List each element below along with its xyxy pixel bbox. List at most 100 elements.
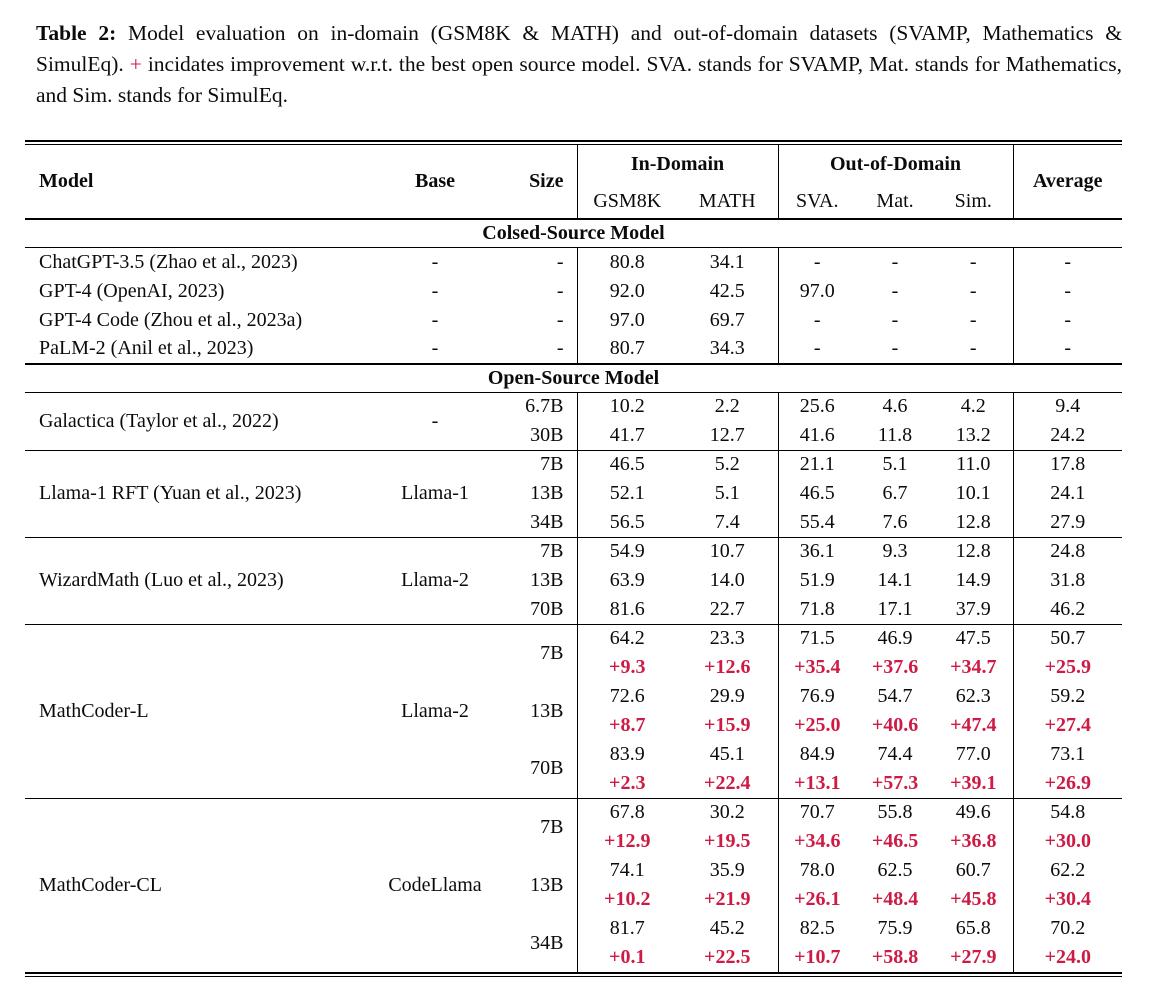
cell-math: 23.3 [677, 623, 779, 653]
column-header-sim: Sim. [954, 189, 992, 212]
delta-average: +25.9 [1012, 653, 1123, 682]
delta-math: +19.5 [704, 830, 751, 852]
cell-average: - [1012, 334, 1123, 364]
cell-sim: - [969, 250, 977, 273]
cell-sim: - [969, 337, 977, 359]
data-row-chatgpt: ChatGPT-3.5 (Zhao et al., 2023) - - 80.8… [25, 247, 1123, 277]
cell-average: 24.8 [1012, 536, 1123, 566]
cell-base: - [431, 409, 439, 432]
cell-size: 6.7B [525, 395, 564, 418]
cell-size: 34B [530, 510, 564, 533]
cell-size: - [556, 279, 564, 302]
cell-mat: - [891, 279, 899, 302]
delta-sva: +25.0 [777, 711, 857, 740]
data-row: 13B 72.6 29.9 76.9 54.7 62.3 59.2 [25, 682, 1123, 722]
cell-sim: 49.6 [934, 797, 1014, 827]
cell-model: Llama-1 RFT (Yuan et al., 2023) [25, 449, 370, 537]
cell-gsm8k: 41.7 [576, 421, 677, 450]
data-row: 34B 81.7 45.2 82.5 75.9 65.8 70.2 [25, 914, 1123, 954]
cell-sva: 51.9 [777, 566, 857, 595]
delta-gsm8k: +8.7 [576, 711, 677, 740]
cell-math: 45.1 [709, 743, 745, 765]
cell-sva: - [777, 247, 857, 277]
delta-average: +26.9 [1012, 769, 1123, 798]
delta-row: +9.3 +12.6 +35.4 +37.6 +34.7 +25.9 [25, 653, 1123, 682]
cell-gsm8k: 80.7 [576, 334, 677, 364]
cell-sim: 4.2 [960, 395, 986, 418]
cell-size: 70B [530, 597, 564, 620]
cell-sva: 97.0 [777, 276, 857, 306]
cell-model: MathCoder-CL [25, 797, 370, 972]
bottom-double-rule [25, 972, 1122, 977]
cell-average: 62.2 [1012, 856, 1123, 885]
cell-math: 34.3 [709, 337, 745, 359]
column-header-average: Average [1012, 145, 1123, 219]
header-row-1: Model Base Size In-Domain Out-of-Domain … [25, 145, 1123, 219]
group-llama1-rft: Llama-1 RFT (Yuan et al., 2023) Llama-1 … [25, 449, 1123, 537]
column-header-mat: Mat. [876, 189, 914, 212]
cell-sva: 82.5 [777, 914, 857, 943]
cell-gsm8k: 92.0 [576, 276, 677, 306]
cell-average: 46.2 [1012, 595, 1123, 624]
cell-sva: - [777, 305, 857, 335]
column-group-out-of-domain: Out-of-Domain [777, 145, 1014, 184]
cell-math: 35.9 [709, 859, 745, 881]
group-mathcoder-l: MathCoder-L Llama-2 7B 64.2 23.3 71.5 46… [25, 623, 1123, 798]
delta-sim: +45.8 [950, 888, 997, 910]
cell-sim: 47.5 [934, 623, 1014, 653]
delta-sva: +34.6 [777, 827, 857, 856]
cell-mat: 46.9 [856, 623, 935, 653]
cell-sva: 71.8 [777, 595, 857, 624]
cell-sim: 10.1 [955, 482, 991, 504]
cell-model: WizardMath (Luo et al., 2023) [25, 536, 370, 624]
cell-math: 34.1 [709, 250, 745, 273]
cell-gsm8k: 81.7 [576, 914, 677, 943]
cell-mat: 62.5 [877, 859, 913, 881]
cell-mat: 9.3 [856, 536, 935, 566]
cell-math: 42.5 [709, 279, 745, 302]
column-group-in-domain: In-Domain [576, 145, 779, 184]
caption-label: Table 2: [36, 21, 117, 45]
cell-gsm8k: 81.6 [576, 595, 677, 624]
cell-size: 30B [530, 423, 564, 446]
cell-average: 9.4 [1012, 392, 1123, 421]
section-title: Open-Source Model [25, 362, 1123, 393]
cell-base: - [431, 279, 439, 302]
cell-gsm8k: 80.8 [576, 247, 677, 277]
cell-sim: 11.0 [934, 449, 1014, 479]
cell-gsm8k: 97.0 [576, 305, 677, 335]
cell-average: 24.2 [1012, 421, 1123, 450]
column-header-model: Model [39, 170, 94, 192]
cell-sim: 60.7 [955, 859, 991, 881]
cell-math: 10.7 [677, 536, 779, 566]
cell-gsm8k: 63.9 [576, 566, 677, 595]
delta-gsm8k: +10.2 [576, 885, 677, 914]
delta-mat: +58.8 [871, 946, 919, 968]
table-header: Model Base Size In-Domain Out-of-Domain … [25, 145, 1123, 219]
cell-math: 45.2 [709, 917, 745, 939]
section-header-closed-source: Colsed-Source Model [25, 218, 1123, 248]
cell-math: 2.2 [714, 395, 740, 418]
cell-average: - [1012, 305, 1123, 335]
cell-mat: 74.4 [877, 743, 913, 765]
cell-average: 54.8 [1012, 797, 1123, 827]
delta-sva: +35.4 [777, 653, 857, 682]
delta-average: +24.0 [1012, 943, 1123, 972]
results-table-wrap: Model Base Size In-Domain Out-of-Domain … [25, 140, 1123, 977]
group-closed-source-models: ChatGPT-3.5 (Zhao et al., 2023) - - 80.8… [25, 247, 1123, 364]
cell-mat: 6.7 [882, 482, 908, 504]
cell-size: 34B [530, 931, 564, 954]
cell-mat: 11.8 [877, 423, 913, 446]
cell-average: 73.1 [1012, 740, 1123, 769]
cell-model: GPT-4 (OpenAI, 2023) [39, 279, 225, 302]
cell-gsm8k: 54.9 [576, 536, 677, 566]
cell-math: 22.7 [709, 597, 745, 620]
data-row: WizardMath (Luo et al., 2023) Llama-2 7B… [25, 536, 1123, 624]
table-caption: Table 2: Model evaluation on in-domain (… [36, 18, 1122, 111]
delta-row: +8.7 +15.9 +25.0 +40.6 +47.4 +27.4 [25, 711, 1123, 740]
cell-gsm8k: 10.2 [576, 392, 677, 421]
cell-sim: 62.3 [955, 685, 991, 707]
cell-mat: 5.1 [856, 449, 935, 479]
delta-row: +2.3 +22.4 +13.1 +57.3 +39.1 +26.9 [25, 769, 1123, 798]
cell-mat: 54.7 [877, 685, 913, 707]
